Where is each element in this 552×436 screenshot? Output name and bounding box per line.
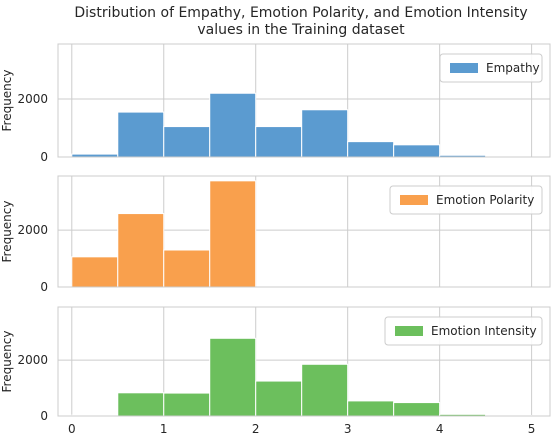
legend-box <box>439 53 543 83</box>
histogram-bar <box>393 144 441 158</box>
histogram-bar <box>117 213 165 288</box>
x-axis: 0 1 2 3 4 5 <box>68 422 535 436</box>
legend-swatch <box>450 63 478 73</box>
histogram-bar <box>209 180 257 288</box>
title-line-1: Distribution of Empathy, Emotion Polarit… <box>74 5 527 21</box>
histogram-bar <box>347 400 395 417</box>
x-tick-label: 3 <box>344 422 352 436</box>
y-tick-label: 2000 <box>17 223 48 237</box>
legend: Emotion Polarity <box>389 185 543 215</box>
y-tick-label: 2000 <box>17 92 48 106</box>
x-tick-label: 4 <box>436 422 444 436</box>
histogram-bar <box>163 392 211 417</box>
legend-swatch <box>400 195 428 205</box>
histogram-bar <box>163 249 211 288</box>
legend: Empathy <box>439 53 543 83</box>
histogram-bar <box>117 392 165 417</box>
y-tick-label: 2000 <box>17 353 48 367</box>
histogram-bar <box>301 363 349 417</box>
subplots: 02000FrequencyEmpathy02000FrequencyEmoti… <box>0 43 551 423</box>
y-tick-label: 0 <box>40 280 48 294</box>
subplot-frame <box>57 175 551 288</box>
y-axis-label: Frequency <box>0 70 14 132</box>
subplot-frame <box>57 306 551 417</box>
histogram-bar <box>301 109 349 158</box>
legend-label: Empathy <box>486 61 540 75</box>
histogram-bar <box>347 141 395 158</box>
x-tick-label: 5 <box>528 422 536 436</box>
y-tick-label: 0 <box>40 150 48 164</box>
histogram-bar <box>163 126 211 158</box>
x-tick-label: 1 <box>160 422 168 436</box>
subplot-frame <box>57 43 551 158</box>
y-axis-label: Frequency <box>0 331 14 393</box>
x-tick-label: 2 <box>252 422 260 436</box>
y-tick-label: 0 <box>40 409 48 423</box>
histogram-bar <box>71 256 119 288</box>
histogram-bar <box>393 402 441 417</box>
legend-label: Emotion Intensity <box>431 324 537 338</box>
histogram-bar <box>117 111 165 158</box>
histogram-bar <box>255 126 303 158</box>
histogram-bar <box>209 337 257 417</box>
title-line-2: values in the Training dataset <box>197 22 405 38</box>
x-tick-label: 0 <box>68 422 76 436</box>
legend-swatch <box>395 326 423 336</box>
histogram-bar <box>255 380 303 417</box>
y-axis-label: Frequency <box>0 201 14 263</box>
legend-label: Emotion Polarity <box>436 193 534 207</box>
legend-box <box>384 316 543 346</box>
figure-title: Distribution of Empathy, Emotion Polarit… <box>74 5 527 38</box>
histogram-bar <box>209 92 257 158</box>
legend: Emotion Intensity <box>384 316 543 346</box>
legend-box <box>389 185 543 215</box>
